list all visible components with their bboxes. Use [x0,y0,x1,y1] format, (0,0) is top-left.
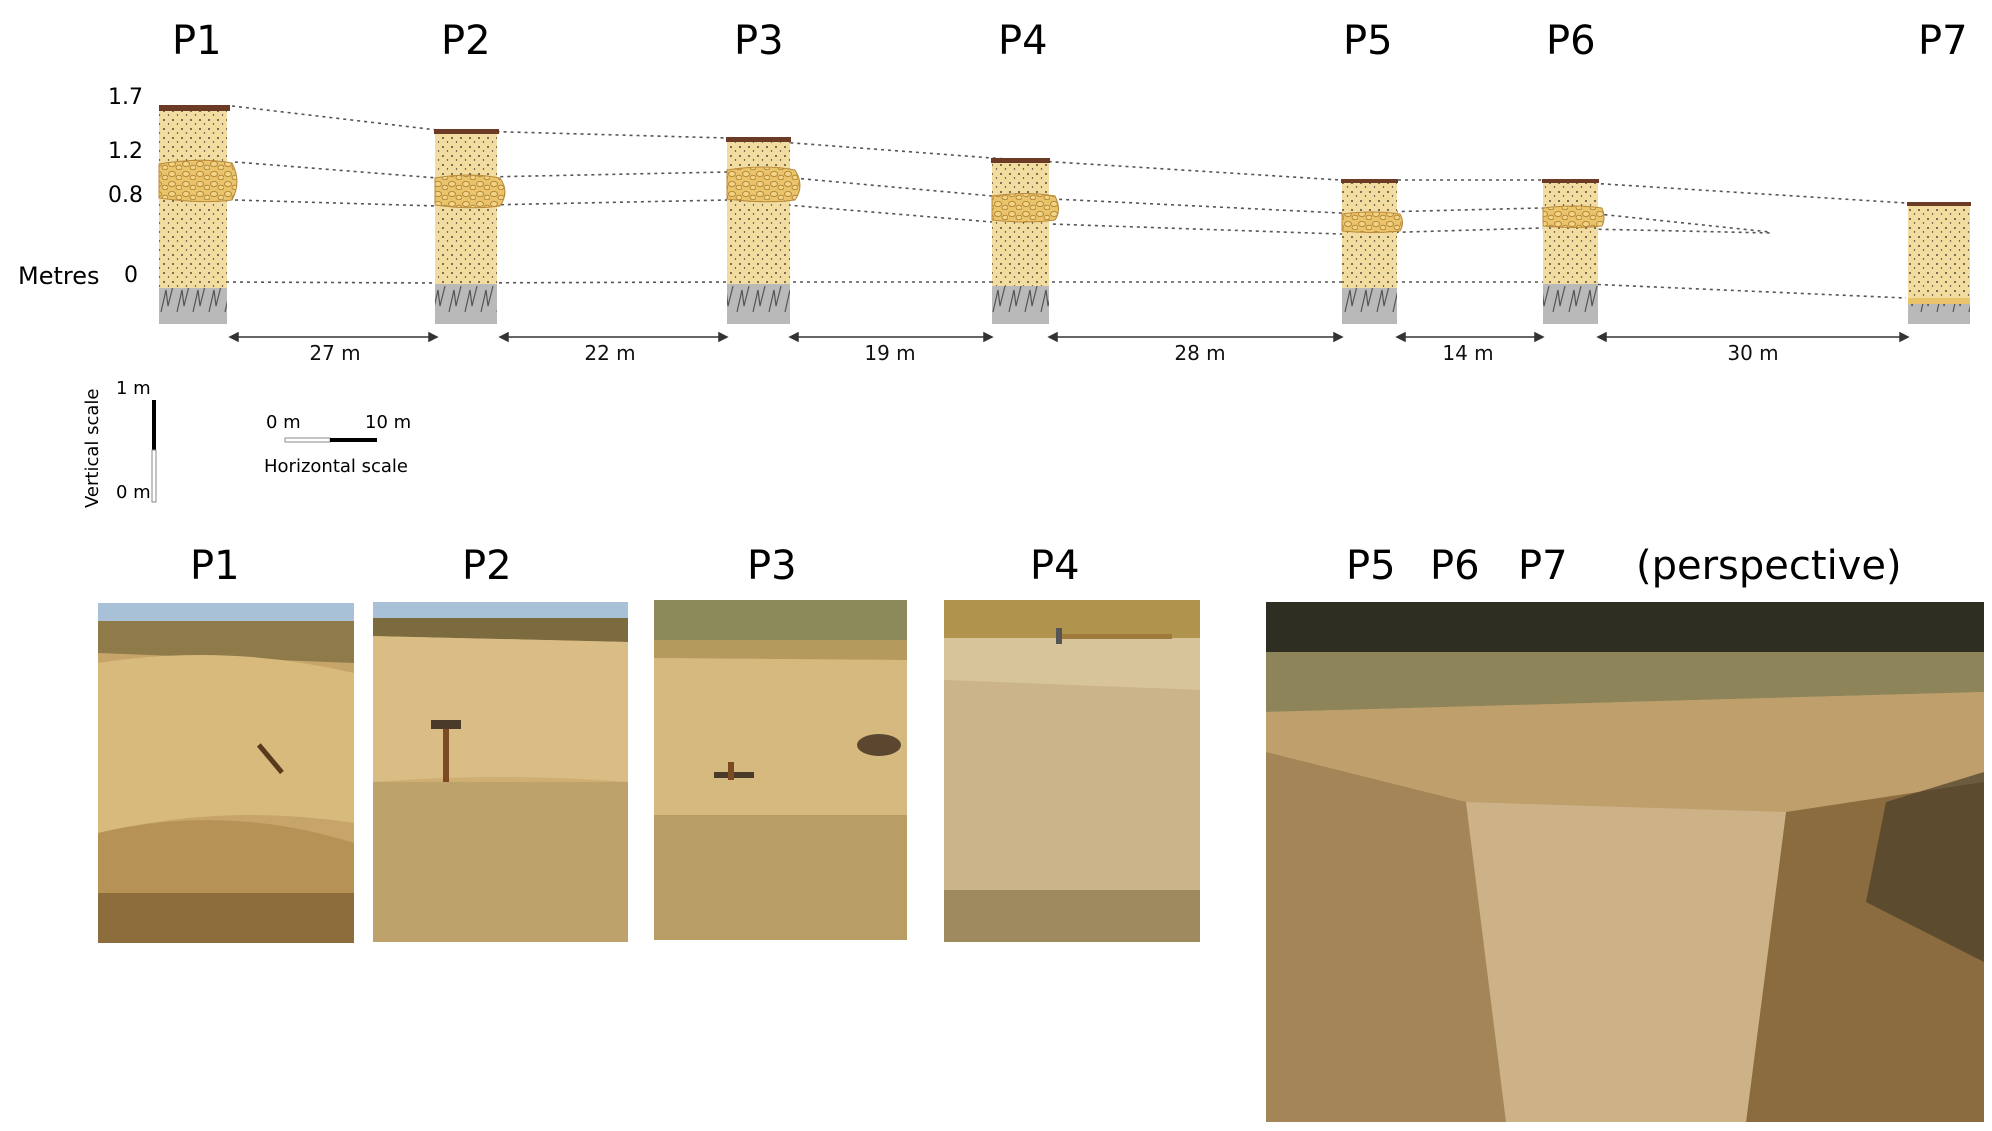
horizontal-scale-right: 10 m [365,412,411,433]
distance-label-p4-p5: 28 m [1174,341,1225,365]
photo-label-p1: P1 [190,543,240,589]
profile-column-p2 [434,129,506,324]
photo-p2 [373,602,628,942]
profile-column-p3 [726,137,801,324]
photo-label-p4: P4 [1030,543,1080,589]
profile-column-p7 [1907,202,1971,324]
profile-label-p2: P2 [441,18,491,64]
profile-column-p6 [1542,179,1605,324]
distance-label-p3-p4: 19 m [864,341,915,365]
profile-column-p5 [1341,179,1403,324]
photo-label-perspective: (perspective) [1636,543,1902,589]
horizontal-scale-bar [284,437,377,443]
vertical-scale-bottom: 0 m [116,482,151,503]
distance-label-p5-p6: 14 m [1442,341,1493,365]
photo-label-p3: P3 [747,543,797,589]
photo-label-p2: P2 [462,543,512,589]
profile-label-p7: P7 [1918,18,1968,64]
profile-label-p1: P1 [172,18,222,64]
horizontal-scale-title: Horizontal scale [264,456,408,477]
distance-label-p6-p7: 30 m [1727,341,1778,365]
profile-column-p1 [158,105,238,324]
photo-label-p7: P7 [1518,543,1568,589]
photo-p4 [944,600,1200,942]
profile-label-p5: P5 [1343,18,1393,64]
photo-p3 [654,600,907,940]
photo-p1 [98,603,354,943]
axis-tick-1-2: 1.2 [108,139,143,164]
vertical-scale-title: Vertical scale [82,389,103,508]
profile-column-p4 [991,158,1059,324]
axis-tick-0: 0 [124,263,138,288]
profile-label-p6: P6 [1546,18,1596,64]
distance-label-p1-p2: 27 m [309,341,360,365]
axis-title: Metres [18,262,100,290]
distance-label-p2-p3: 22 m [584,341,635,365]
correlation-line-surface [231,105,1907,204]
profile-label-p4: P4 [998,18,1048,64]
horizontal-scale-left: 0 m [266,412,301,433]
profile-label-p3: P3 [734,18,784,64]
vertical-scale-top: 1 m [116,378,151,399]
axis-tick-0-8: 0.8 [108,183,143,208]
vertical-scale-bar [151,400,157,503]
photo-perspective [1266,602,1984,1122]
photo-label-p5: P5 [1346,543,1396,589]
axis-tick-1-7: 1.7 [108,85,143,110]
photo-label-p6: P6 [1430,543,1480,589]
distance-arrows [228,331,1910,343]
